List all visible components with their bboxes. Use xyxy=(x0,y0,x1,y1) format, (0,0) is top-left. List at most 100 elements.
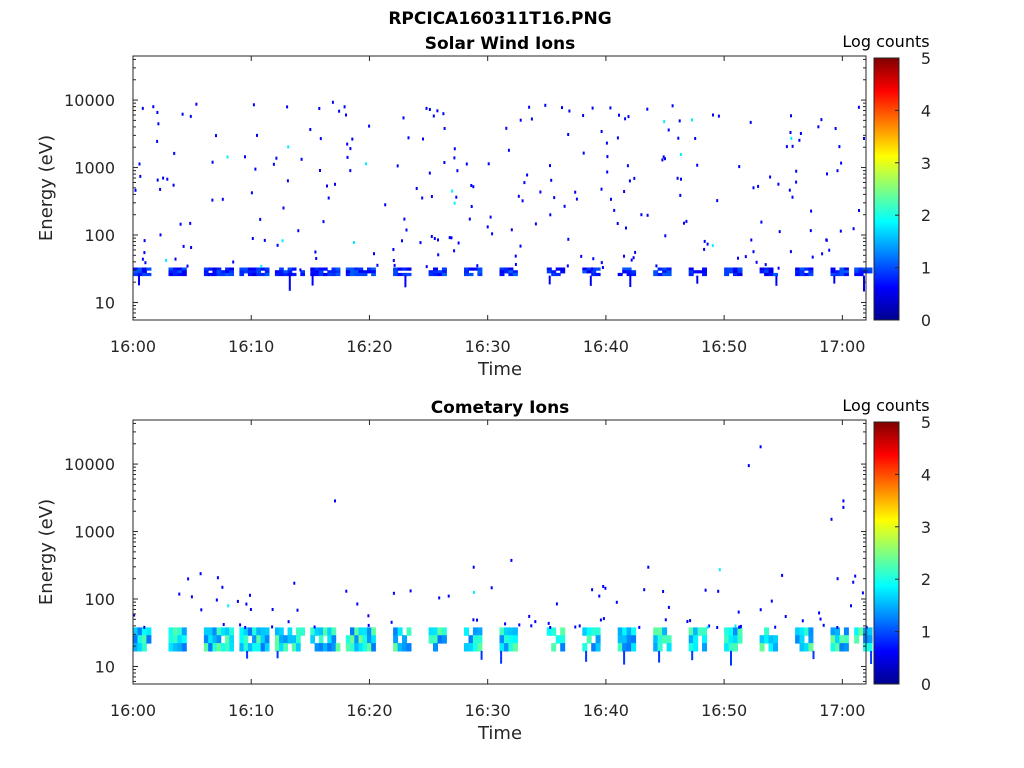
heatmap-cell xyxy=(133,267,138,271)
heatmap-cell xyxy=(281,239,284,243)
heatmap-cell xyxy=(239,635,245,644)
heatmap-cell xyxy=(769,175,772,179)
heatmap-cell xyxy=(477,643,483,652)
heatmap-cell xyxy=(773,643,778,652)
heatmap-cell xyxy=(393,643,399,652)
heatmap-cell xyxy=(373,252,375,256)
heatmap-cell xyxy=(402,272,407,277)
heatmap-cell xyxy=(189,114,192,118)
heatmap-cell xyxy=(657,627,663,636)
heatmap-cell xyxy=(137,267,143,271)
heatmap-cell xyxy=(508,270,514,274)
heatmap-cell xyxy=(785,145,788,149)
heatmap-cell xyxy=(788,188,791,192)
heatmap-cell xyxy=(349,147,352,151)
x-tick-label: 16:30 xyxy=(465,337,511,356)
heatmap-cell xyxy=(724,272,730,277)
colorbar-tick-label: 1 xyxy=(921,623,931,642)
heatmap-cell xyxy=(297,229,300,233)
heatmap-cell xyxy=(863,137,865,140)
heatmap-cell xyxy=(857,105,860,109)
heatmap-cell xyxy=(271,608,274,611)
heatmap-cell xyxy=(839,267,845,271)
heatmap-cell xyxy=(464,267,469,271)
heatmap-cell xyxy=(137,270,143,274)
heatmap-cell xyxy=(437,253,440,257)
heatmap-cell xyxy=(839,229,842,233)
heatmap-cell xyxy=(653,270,659,274)
heatmap-cell xyxy=(322,220,325,224)
heatmap-cell xyxy=(472,185,475,189)
colorbar-ticks: 0 1 2 3 4 5 xyxy=(895,49,931,330)
heatmap-cell xyxy=(693,627,699,636)
heatmap-cell xyxy=(428,272,434,277)
heatmap-cell xyxy=(212,635,218,644)
heatmap-cell xyxy=(759,643,765,652)
colorbar-tick-label: 4 xyxy=(921,101,931,120)
heatmap-cell xyxy=(335,643,341,652)
heatmap-cell xyxy=(354,272,359,277)
heatmap-cell xyxy=(693,643,699,652)
heatmap-cell xyxy=(260,635,266,644)
heatmap-cell xyxy=(177,627,183,636)
heatmap-cell xyxy=(172,643,178,652)
heatmap-cell xyxy=(835,272,840,277)
heatmap-cell xyxy=(371,627,376,636)
heatmap-cell xyxy=(843,267,849,271)
heatmap-cell xyxy=(704,588,707,592)
heatmap-cell xyxy=(770,599,773,603)
heatmap-cell xyxy=(172,627,178,636)
heatmap-cell xyxy=(504,627,509,636)
heatmap-cell xyxy=(600,130,603,133)
heatmap-cell xyxy=(252,272,257,277)
heatmap-cell xyxy=(358,643,364,652)
heatmap-cell xyxy=(508,627,514,636)
heatmap-cell xyxy=(406,267,412,271)
heatmap-cell xyxy=(602,585,605,588)
heatmap-cell xyxy=(826,172,828,176)
heatmap-cell xyxy=(365,162,367,166)
colorbar xyxy=(873,57,900,321)
heatmap-cell xyxy=(187,577,190,581)
heatmap-cell xyxy=(582,151,585,155)
heatmap-cell xyxy=(397,627,403,636)
heatmap-cell xyxy=(331,270,337,274)
heatmap-cell xyxy=(393,627,399,636)
heatmap-cell xyxy=(808,267,814,271)
heatmap-cell xyxy=(216,643,222,652)
heatmap-cell xyxy=(688,643,694,652)
heatmap-cell xyxy=(406,643,412,652)
heatmap-cell xyxy=(402,635,407,644)
heatmap-cell xyxy=(560,270,566,274)
heatmap-cell xyxy=(560,635,566,644)
heatmap-cell xyxy=(447,594,450,598)
heatmap-cell xyxy=(703,247,706,251)
heatmap-cell xyxy=(264,635,270,644)
heatmap-cell xyxy=(245,602,248,606)
heatmap-cell xyxy=(250,191,253,195)
heatmap-cell xyxy=(225,627,230,636)
heatmap-cell xyxy=(358,272,364,277)
heatmap-cell xyxy=(591,627,597,636)
heatmap-cell xyxy=(666,643,672,652)
heatmap-cell xyxy=(734,624,737,628)
heatmap-cell xyxy=(730,650,732,666)
heatmap-cell xyxy=(512,635,518,644)
heatmap-cell xyxy=(843,270,849,274)
heatmap-cell xyxy=(499,643,505,652)
heatmap-cell xyxy=(256,267,261,271)
heatmap-cell xyxy=(473,590,475,594)
heatmap-cell xyxy=(376,263,379,267)
heatmap-cell xyxy=(186,264,189,268)
heatmap-cell xyxy=(212,643,218,652)
heatmap-cell xyxy=(367,635,372,644)
heatmap-cell xyxy=(505,126,508,130)
heatmap-cell xyxy=(203,627,209,636)
heatmap-cell xyxy=(667,605,670,609)
heatmap-cell xyxy=(220,627,226,636)
heatmap-cell xyxy=(354,635,359,644)
heatmap-cell xyxy=(472,643,478,652)
heatmap-cell xyxy=(327,643,332,652)
heatmap-cell xyxy=(146,627,152,636)
heatmap-cell xyxy=(752,186,755,190)
